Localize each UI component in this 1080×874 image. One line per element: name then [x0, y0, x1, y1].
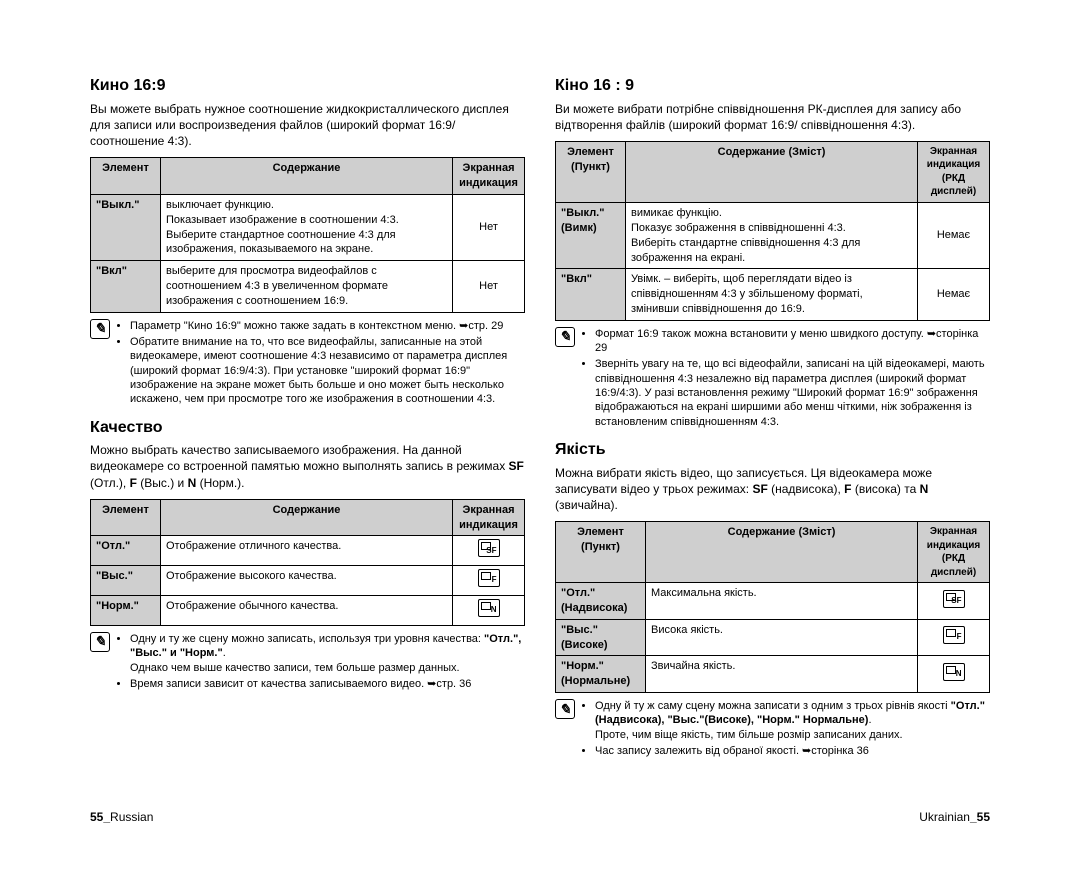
note-icon: ✎: [555, 699, 575, 719]
row-content: Максимальна якість.: [646, 583, 918, 620]
page-footer-left: 55_Russian: [90, 810, 153, 824]
note-text: Одну и ту же сцену можно записать, испол…: [116, 632, 525, 693]
row-label: "Вкл": [556, 269, 626, 321]
table-row: "Норм." (Нормальне) Звичайна якість. N: [556, 656, 990, 693]
quality-icon-sf: SF: [943, 590, 965, 608]
note-item: Обратите внимание на то, что все видеофа…: [130, 335, 525, 406]
row-label: "Норм.": [91, 596, 161, 626]
note-block: ✎ Параметр "Кино 16:9" можно также задат…: [90, 319, 525, 409]
quality-icon-sf: SF: [478, 539, 500, 557]
row-content: Отображение отличного качества.: [161, 536, 453, 566]
row-label: "Выкл." (Вимк): [556, 202, 626, 268]
row-label: "Отл." (Надвисока): [556, 583, 646, 620]
quality-icon-f: F: [943, 626, 965, 644]
note-text: Одну й ту ж саму сцену можна записати з …: [581, 699, 990, 760]
row-label: "Выкл.": [91, 194, 161, 260]
row-indication: N: [453, 596, 525, 626]
cinema-table-right: Элемент (Пункт) Содержание (Зміст) Экран…: [555, 141, 990, 321]
row-content: Отображение обычного качества.: [161, 596, 453, 626]
th-indication: Экранная индикация: [453, 158, 525, 195]
note-item: Формат 16:9 також можна встановити у мен…: [595, 327, 990, 356]
th-element: Элемент (Пункт): [556, 141, 626, 202]
note-block: ✎ Одну и ту же сцену можно записать, исп…: [90, 632, 525, 693]
note-block: ✎ Формат 16:9 також можна встановити у м…: [555, 327, 990, 431]
row-content: выберите для просмотра видеофайлов с соо…: [161, 261, 453, 313]
th-content: Содержание: [161, 499, 453, 536]
row-label: "Норм." (Нормальне): [556, 656, 646, 693]
note-item: Час запису залежить від обраної якості. …: [595, 744, 990, 758]
cinema-intro: Ви можете вибрати потрібне співвідношенн…: [555, 101, 990, 133]
row-indication: F: [453, 566, 525, 596]
th-content: Содержание (Зміст): [646, 522, 918, 583]
right-column: Кіно 16 : 9 Ви можете вибрати потрібне с…: [555, 75, 990, 768]
quality-table-left: Элемент Содержание Экранная индикация "О…: [90, 499, 525, 626]
quality-intro: Можно выбрать качество записываемого изо…: [90, 442, 525, 491]
table-row: "Выкл." выключает функцию. Показывает из…: [91, 194, 525, 260]
th-indication: Экранная индикация (РКД дисплей): [918, 141, 990, 202]
th-content: Содержание: [161, 158, 453, 195]
row-indication: SF: [453, 536, 525, 566]
note-item: Время записи зависит от качества записыв…: [130, 677, 525, 691]
row-content: Увімк. – виберіть, щоб переглядати відео…: [626, 269, 918, 321]
cinema-intro: Вы можете выбрать нужное соотношение жид…: [90, 101, 525, 150]
section-title-quality: Качество: [90, 417, 525, 439]
note-text: Параметр "Кино 16:9" можно также задать …: [116, 319, 525, 409]
table-row: "Выс." Отображение высокого качества. F: [91, 566, 525, 596]
row-indication: F: [918, 619, 990, 656]
th-element: Элемент: [91, 499, 161, 536]
table-row: "Норм." Отображение обычного качества. N: [91, 596, 525, 626]
table-row: "Вкл" выберите для просмотра видеофайлов…: [91, 261, 525, 313]
row-label: "Выс.": [91, 566, 161, 596]
quality-intro: Можна вибрати якість відео, що записуєть…: [555, 465, 990, 514]
quality-icon-n: N: [478, 599, 500, 617]
row-indication: SF: [918, 583, 990, 620]
row-content: Звичайна якість.: [646, 656, 918, 693]
row-content: выключает функцию. Показывает изображени…: [161, 194, 453, 260]
table-row: "Вкл" Увімк. – виберіть, щоб переглядати…: [556, 269, 990, 321]
quality-icon-n: N: [943, 663, 965, 681]
table-row: "Выкл." (Вимк) вимикає функцію. Показує …: [556, 202, 990, 268]
page-footer-right: Ukrainian_55: [919, 810, 990, 824]
section-title-cinema: Кино 16:9: [90, 75, 525, 97]
note-item: Зверніть увагу на те, що всі відеофайли,…: [595, 357, 990, 428]
quality-table-right: Элемент (Пункт) Содержание (Зміст) Экран…: [555, 521, 990, 693]
note-item: Одну и ту же сцену можно записать, испол…: [130, 632, 525, 675]
th-element: Элемент: [91, 158, 161, 195]
note-item: Одну й ту ж саму сцену можна записати з …: [595, 699, 990, 742]
note-block: ✎ Одну й ту ж саму сцену можна записати …: [555, 699, 990, 760]
row-indication: Немає: [918, 202, 990, 268]
cinema-table-left: Элемент Содержание Экранная индикация "В…: [90, 157, 525, 313]
row-label: "Выс." (Високе): [556, 619, 646, 656]
row-label: "Отл.": [91, 536, 161, 566]
row-indication: Нет: [453, 261, 525, 313]
note-icon: ✎: [90, 632, 110, 652]
row-content: Висока якість.: [646, 619, 918, 656]
table-row: "Отл." Отображение отличного качества. S…: [91, 536, 525, 566]
note-text: Формат 16:9 також можна встановити у мен…: [581, 327, 990, 431]
quality-icon-f: F: [478, 569, 500, 587]
section-title-cinema: Кіно 16 : 9: [555, 75, 990, 97]
section-title-quality: Якість: [555, 439, 990, 461]
th-content: Содержание (Зміст): [626, 141, 918, 202]
th-indication: Экранная индикация (РКД дисплей): [918, 522, 990, 583]
note-icon: ✎: [555, 327, 575, 347]
left-column: Кино 16:9 Вы можете выбрать нужное соотн…: [90, 75, 525, 768]
row-indication: Немає: [918, 269, 990, 321]
row-indication: N: [918, 656, 990, 693]
th-indication: Экранная индикация: [453, 499, 525, 536]
row-indication: Нет: [453, 194, 525, 260]
table-row: "Отл." (Надвисока) Максимальна якість. S…: [556, 583, 990, 620]
page-spread: Кино 16:9 Вы можете выбрать нужное соотн…: [90, 75, 990, 768]
row-content: вимикає функцію. Показує зображення в сп…: [626, 202, 918, 268]
note-icon: ✎: [90, 319, 110, 339]
table-row: "Выс." (Високе) Висока якість. F: [556, 619, 990, 656]
note-item: Параметр "Кино 16:9" можно также задать …: [130, 319, 525, 333]
th-element: Элемент (Пункт): [556, 522, 646, 583]
row-content: Отображение высокого качества.: [161, 566, 453, 596]
row-label: "Вкл": [91, 261, 161, 313]
